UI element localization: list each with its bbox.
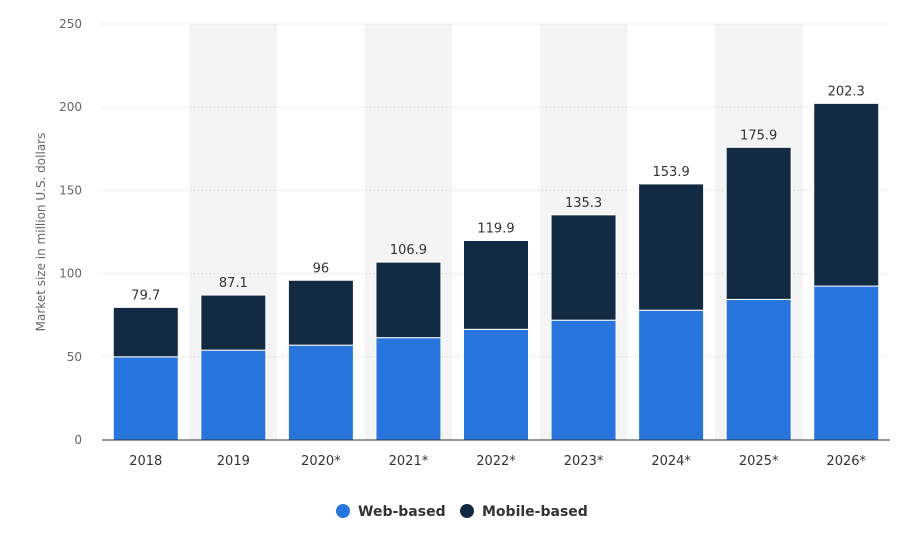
data-label: 153.9 xyxy=(653,165,690,180)
bar-web-based xyxy=(200,349,267,441)
y-tick-label: 100 xyxy=(59,267,82,281)
data-label: 106.9 xyxy=(390,243,427,258)
legend: Web-based Mobile-based xyxy=(336,504,588,520)
total-labels: 79.7 87.1 96 106.9 119.9 135.3 153.9 175.9 202.3 xyxy=(131,84,865,303)
data-label: 79.7 xyxy=(131,288,160,303)
x-tick-label: 2023* xyxy=(564,454,604,469)
y-tick-label: 150 xyxy=(59,183,82,197)
bar-web-based xyxy=(813,285,880,441)
bars xyxy=(112,102,880,441)
legend-marker-web-based xyxy=(336,504,350,518)
bar-mobile-based xyxy=(813,102,880,287)
bar-web-based xyxy=(638,309,705,441)
bar-web-based xyxy=(287,344,354,441)
y-tick-label: 0 xyxy=(74,433,82,447)
x-tick-label: 2019 xyxy=(217,454,250,469)
data-label: 202.3 xyxy=(828,84,865,99)
y-tick-label: 50 xyxy=(67,350,82,364)
data-label: 175.9 xyxy=(740,128,777,143)
data-label: 119.9 xyxy=(477,221,514,236)
bar-mobile-based xyxy=(550,214,617,321)
legend-label-mobile-based: Mobile-based xyxy=(482,504,588,520)
bar-mobile-based xyxy=(638,183,705,311)
x-axis-labels: 2018 2019 2020* 2021* 2022* 2023* 2024* 2025* 20… xyxy=(129,454,866,469)
x-tick-label: 2021* xyxy=(389,454,429,469)
legend-marker-mobile-based xyxy=(460,504,474,518)
data-label: 135.3 xyxy=(565,196,602,211)
bar-mobile-based xyxy=(287,279,354,346)
bar-web-based xyxy=(375,337,442,441)
data-label: 87.1 xyxy=(219,276,248,291)
bar-mobile-based xyxy=(463,239,529,330)
x-tick-label: 2020* xyxy=(301,454,341,469)
y-axis-label: Market size in million U.S. dollars xyxy=(34,133,48,332)
y-tick-label: 200 xyxy=(59,100,82,114)
y-tick-label: 250 xyxy=(59,17,82,31)
bar-mobile-based xyxy=(200,294,267,351)
bar-web-based xyxy=(550,319,617,441)
data-label: 96 xyxy=(313,261,330,276)
bar-mobile-based xyxy=(112,306,179,358)
x-tick-label: 2024* xyxy=(651,454,691,469)
y-axis-ticks: 0 50 100 150 200 250 xyxy=(59,17,82,447)
bar-mobile-based xyxy=(725,146,792,300)
bar-web-based xyxy=(112,356,179,441)
x-tick-label: 2018 xyxy=(129,454,162,469)
bar-web-based xyxy=(725,298,792,441)
x-tick-label: 2022* xyxy=(476,454,516,469)
x-tick-label: 2026* xyxy=(826,454,866,469)
bar-web-based xyxy=(463,328,529,441)
legend-label-web-based: Web-based xyxy=(358,504,446,520)
bar-mobile-based xyxy=(375,261,442,339)
x-tick-label: 2025* xyxy=(739,454,779,469)
